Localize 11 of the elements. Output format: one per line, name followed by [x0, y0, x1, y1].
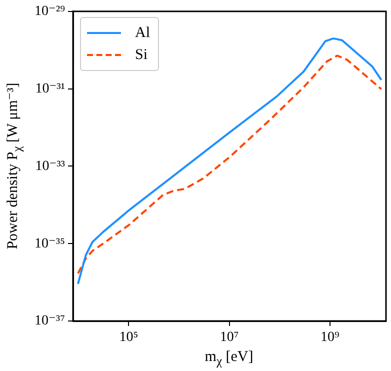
x-tick-label: 10⁹	[320, 330, 340, 346]
y-tick-label: 10⁻³⁷	[34, 314, 66, 329]
legend-label: Al	[135, 24, 150, 42]
y-tick-label: 10⁻³¹	[35, 81, 65, 96]
x-axis-title: m$_{χ}$ [eV]	[204, 349, 254, 369]
x-tick-label: 10⁵	[119, 330, 138, 346]
y-tick-label: 10⁻²⁹	[34, 4, 66, 20]
legend-label: Si	[135, 46, 148, 64]
y-tick-label: 10⁻³³	[35, 158, 65, 174]
y-tick-label: 10⁻³⁵	[34, 236, 66, 252]
x-tick-label: 10⁷	[220, 330, 239, 346]
